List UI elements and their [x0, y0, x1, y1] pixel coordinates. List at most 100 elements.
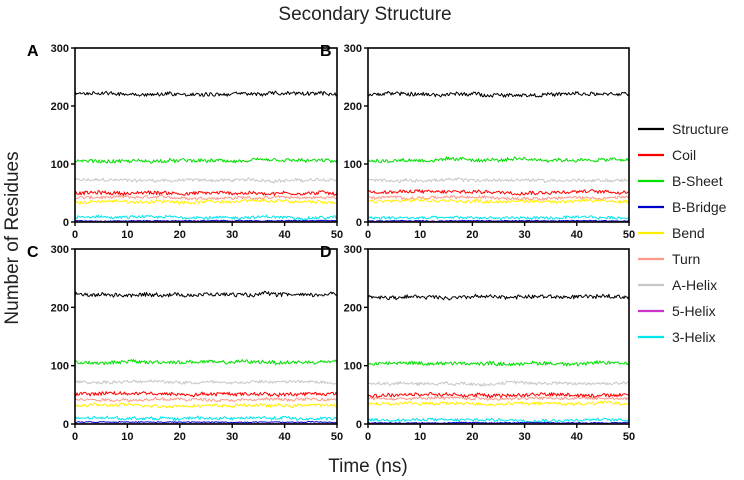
y-tick-label: 300: [344, 244, 362, 256]
series-line-b-sheet-d: [367, 360, 630, 367]
x-axis-label: Time (ns): [328, 456, 408, 477]
x-tick-label: 40: [571, 229, 583, 241]
series-line-b-bridge-b: [367, 219, 629, 223]
x-tick-label: 40: [278, 431, 290, 443]
x-tick-label: 10: [121, 229, 133, 241]
y-tick-label: 200: [344, 101, 362, 113]
series-line-structure-c: [74, 290, 338, 298]
y-axis-label: Number of Residues: [2, 151, 23, 324]
y-tick-label: 100: [344, 159, 362, 171]
series-line-structure-d: [367, 293, 630, 301]
plot-frame: [367, 47, 630, 223]
legend: Structure Coil B-Sheet B-Bridge Bend Turn A-He…: [638, 121, 729, 345]
series-line-structure-a: [74, 90, 338, 97]
series-line-a-helix-a: [74, 177, 338, 184]
legend-label: B-Sheet: [672, 173, 723, 189]
series-line-turn-b: [367, 194, 630, 201]
series-line-b-sheet-a: [74, 157, 338, 164]
x-tick-label: 0: [365, 431, 371, 443]
panel-label: B: [320, 43, 332, 60]
series-line-3-helix-a: [74, 214, 338, 221]
legend-item-5-helix: 5-Helix: [638, 303, 716, 319]
x-tick-label: 30: [518, 431, 530, 443]
series-line-coil-a: [74, 190, 338, 196]
x-tick-label: 30: [226, 431, 238, 443]
series-line-turn-d: [367, 395, 630, 401]
legend-item-turn: Turn: [638, 251, 700, 267]
x-tick-label: 20: [174, 229, 186, 241]
legend-item-a-helix: A-Helix: [638, 277, 717, 293]
panel-b: 0 10 20 30 40 50 0 100 200 300 B: [320, 43, 635, 241]
y-tick-label: 100: [51, 361, 69, 373]
x-tick-label: 0: [72, 431, 78, 443]
y-tick-label: 200: [51, 101, 69, 113]
x-tick-label: 0: [365, 229, 371, 241]
series-line-3-helix-c: [74, 415, 338, 422]
x-tick-label: 50: [331, 229, 343, 241]
x-tick-label: 20: [466, 229, 478, 241]
y-tick-label: 300: [344, 43, 362, 55]
series-line-b-bridge-a: [74, 219, 338, 223]
panel-label: A: [27, 43, 39, 60]
series-line-a-helix-b: [367, 177, 630, 184]
figure-title: Secondary Structure: [278, 4, 451, 25]
legend-label: Structure: [672, 121, 729, 137]
plot-frame: [74, 248, 338, 425]
panel-label: D: [320, 244, 332, 261]
y-tick-label: 0: [63, 217, 69, 229]
x-tick-label: 40: [278, 229, 290, 241]
series-line-structure-b: [368, 90, 630, 98]
series-line-3-helix-d: [367, 417, 630, 424]
x-tick-label: 20: [466, 431, 478, 443]
plot-frame: [74, 47, 338, 223]
legend-item-bend: Bend: [638, 225, 705, 241]
y-tick-label: 0: [63, 419, 69, 431]
legend-label: 3-Helix: [672, 329, 716, 345]
legend-item-coil: Coil: [638, 147, 696, 163]
series-line-3-helix-b: [367, 215, 630, 221]
series-line-b-bridge-c: [74, 420, 338, 424]
series-line-bend-a: [74, 198, 338, 205]
x-tick-label: 10: [121, 431, 133, 443]
y-tick-label: 300: [51, 43, 69, 55]
y-tick-label: 200: [344, 302, 362, 314]
y-tick-label: 300: [51, 244, 69, 256]
series-line-coil-b: [367, 189, 630, 196]
y-tick-label: 200: [51, 302, 69, 314]
x-tick-label: 40: [571, 431, 583, 443]
x-tick-label: 0: [72, 229, 78, 241]
series-line-bend-b: [367, 198, 630, 204]
x-tick-label: 50: [623, 229, 635, 241]
x-tick-label: 50: [331, 431, 343, 443]
plot-frame: [367, 248, 630, 425]
panel-c: 0 10 20 30 40 50 0 100 200 300 C: [27, 244, 343, 443]
series-line-coil-d: [367, 392, 630, 398]
panel-d: 0 10 20 30 40 50 0 100 200 300 D: [320, 244, 635, 443]
panel-label: C: [27, 244, 39, 261]
x-tick-label: 30: [518, 229, 530, 241]
series-line-coil-c: [74, 391, 338, 398]
x-tick-label: 30: [226, 229, 238, 241]
series-line-turn-c: [74, 397, 338, 403]
series-line-a-helix-c: [74, 379, 338, 385]
legend-label: B-Bridge: [672, 199, 727, 215]
legend-label: A-Helix: [672, 277, 717, 293]
x-tick-label: 10: [414, 229, 426, 241]
legend-label: 5-Helix: [672, 303, 716, 319]
series-line-bend-d: [367, 400, 630, 407]
legend-item-b-bridge: B-Bridge: [638, 199, 727, 215]
legend-label: Coil: [672, 147, 696, 163]
series-line-a-helix-d: [367, 380, 630, 387]
y-tick-label: 0: [356, 217, 362, 229]
series-line-turn-a: [74, 194, 338, 201]
legend-item-3-helix: 3-Helix: [638, 329, 716, 345]
legend-item-b-sheet: B-Sheet: [638, 173, 723, 189]
panel-a: 0 10 20 30 40 50 0 100 200 300 A: [27, 43, 343, 241]
series-line-b-sheet-c: [74, 359, 338, 366]
x-tick-label: 10: [414, 431, 426, 443]
y-tick-label: 100: [344, 361, 362, 373]
series-line-b-sheet-b: [367, 156, 629, 164]
legend-label: Bend: [672, 225, 705, 241]
y-tick-label: 100: [51, 159, 69, 171]
